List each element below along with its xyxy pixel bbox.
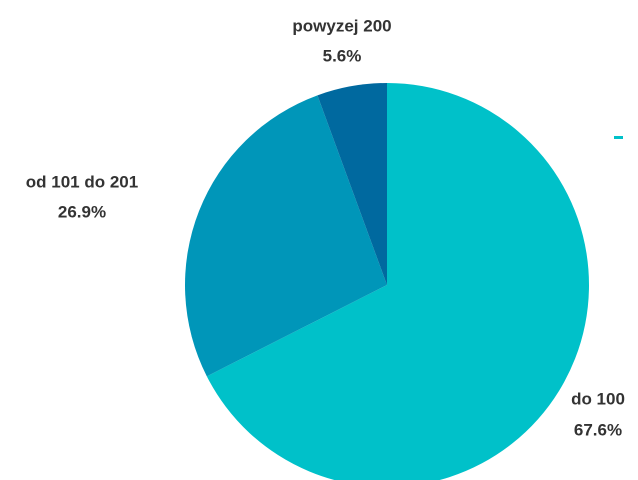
slice-value: 67.6% bbox=[574, 420, 622, 439]
slice-value: 26.9% bbox=[58, 202, 106, 221]
slice-label: do 100 bbox=[571, 389, 625, 408]
pie-slice bbox=[185, 95, 387, 377]
pie-slice bbox=[206, 83, 589, 480]
legend-marker bbox=[614, 136, 623, 139]
slice-label: od 101 do 201 bbox=[26, 172, 138, 191]
pie-slice bbox=[317, 83, 387, 285]
slice-label: powyzej 200 bbox=[292, 16, 391, 35]
slice-value: 5.6% bbox=[323, 46, 362, 65]
